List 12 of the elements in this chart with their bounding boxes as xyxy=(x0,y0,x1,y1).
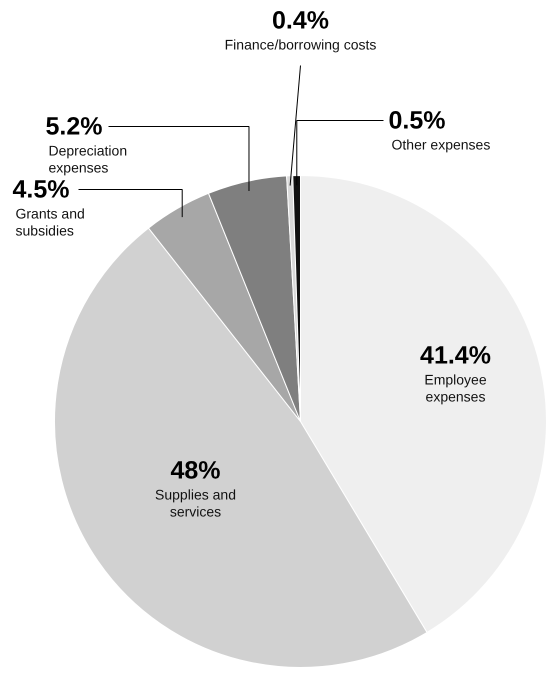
slice-label: Supplies and services xyxy=(155,486,236,520)
data-label: 4.5% xyxy=(12,176,70,204)
slice-label: Depreciation expenses xyxy=(48,142,128,176)
data-label: 48% xyxy=(170,456,221,484)
slice-label: Other expenses xyxy=(392,136,490,152)
slice-label: Grants and subsidies xyxy=(16,206,85,238)
data-label: 41.4% xyxy=(420,342,491,370)
slice-label: Finance/borrowing costs xyxy=(224,36,376,52)
data-label: 5.2% xyxy=(46,112,102,140)
data-label: 0.5% xyxy=(388,106,446,134)
data-label: 0.4% xyxy=(272,6,329,34)
slice-label: Employee expenses xyxy=(424,372,487,404)
